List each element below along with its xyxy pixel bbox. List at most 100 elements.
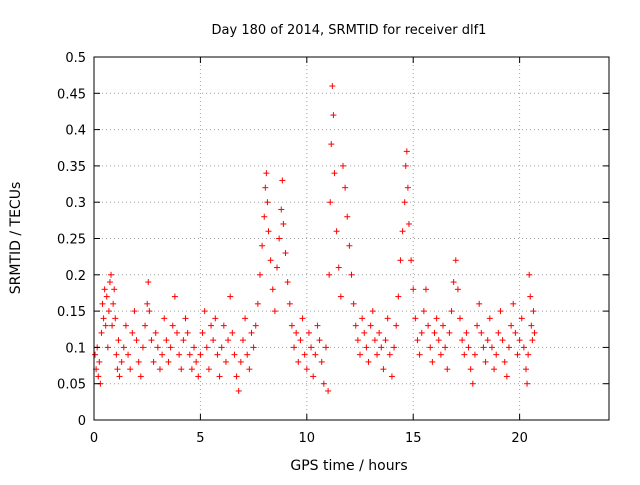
data-point [161,315,168,322]
data-point [482,358,489,365]
data-point [369,308,376,315]
data-point [471,351,478,358]
data-point [171,293,178,300]
data-point [225,337,232,344]
y-tick-label: 0.35 [57,160,86,175]
data-point [295,358,302,365]
data-point [444,366,451,373]
data-point [165,358,172,365]
data-point [208,322,215,329]
data-point [333,228,340,235]
data-point [488,344,495,351]
data-point [142,322,149,329]
data-point [167,344,174,351]
data-point [514,351,521,358]
data-point [262,184,269,191]
data-point [325,387,332,394]
data-point [239,337,246,344]
data-point [512,329,519,336]
data-point [92,351,99,358]
data-point [291,344,298,351]
data-point [246,366,253,373]
data-point [403,148,410,155]
data-point [435,337,442,344]
data-point [176,351,183,358]
data-point [305,329,312,336]
data-point [274,264,281,271]
y-tick-label: 0.1 [65,341,86,356]
data-point [159,351,166,358]
data-point [357,351,364,358]
data-point [376,329,383,336]
data-point [391,344,398,351]
data-point [520,344,527,351]
data-point [163,337,170,344]
data-point [499,337,506,344]
data-point [382,337,389,344]
data-point [229,329,236,336]
data-point [152,329,159,336]
x-tick-label: 0 [90,431,98,446]
data-point [235,387,242,394]
data-point [231,351,238,358]
data-point [528,322,535,329]
data-point [263,170,270,177]
x-tick-label: 10 [299,431,316,446]
data-point [401,199,408,206]
data-point [378,344,385,351]
y-tick-label: 0.05 [57,378,86,393]
x-axis-title: GPS time / hours [290,458,407,474]
data-point [459,337,466,344]
data-point [402,162,409,169]
data-point [529,337,536,344]
data-point [98,329,105,336]
data-point [476,300,483,307]
data-point [169,322,176,329]
data-point [327,199,334,206]
y-tick-label: 0.45 [57,87,86,102]
data-point [469,380,476,387]
data-point [505,344,512,351]
data-point [433,315,440,322]
data-point [233,373,240,380]
data-point [131,308,138,315]
data-point [399,228,406,235]
data-point [205,366,212,373]
data-point [214,351,221,358]
data-point [259,242,266,249]
data-point [114,366,121,373]
data-point [148,337,155,344]
data-point [99,300,106,307]
data-point [442,344,449,351]
data-point [133,337,140,344]
data-point [448,308,455,315]
data-point [461,351,468,358]
data-point [316,337,323,344]
data-point [180,337,187,344]
data-points [92,83,538,394]
data-point [248,329,255,336]
data-point [422,286,429,293]
data-point [328,141,335,148]
data-point [105,308,112,315]
data-point [284,279,291,286]
y-axis-title: SRMTID / TECUs [8,182,24,295]
data-point [144,300,151,307]
data-point [348,271,355,278]
data-point [120,344,127,351]
data-point [314,322,321,329]
data-point [139,344,146,351]
data-point [222,358,229,365]
data-point [501,358,508,365]
data-point [199,329,206,336]
data-point [518,315,525,322]
data-point [288,322,295,329]
data-point [156,366,163,373]
data-point [278,206,285,213]
data-point [101,286,108,293]
data-point [293,329,300,336]
data-point [297,337,304,344]
data-point [531,329,538,336]
data-point [195,373,202,380]
data-point [437,351,444,358]
